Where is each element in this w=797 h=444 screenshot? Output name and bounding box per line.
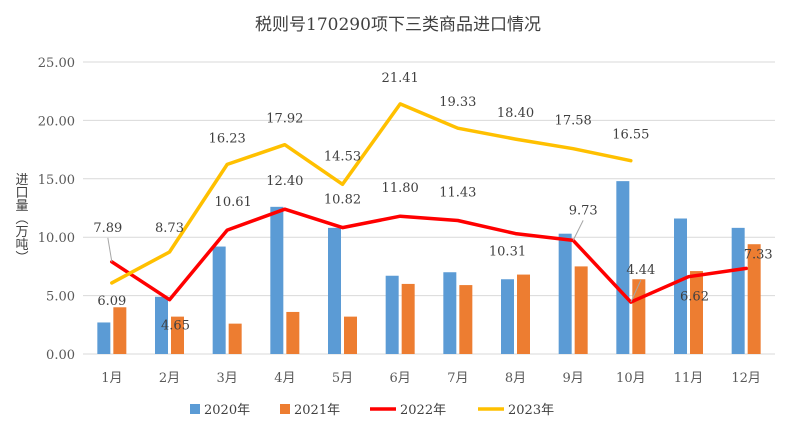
- data-label: 6.09: [97, 294, 126, 309]
- x-tick-label: 2月: [159, 371, 180, 386]
- data-label: 17.58: [555, 114, 592, 129]
- y-axis-label: 进口量（万吨）: [13, 173, 29, 264]
- x-tick-label: 10月: [616, 371, 646, 386]
- legend-label: 2020年: [204, 403, 250, 418]
- bar-2021年-2月: [171, 316, 184, 354]
- data-label: 19.33: [439, 95, 476, 110]
- bar-2021年-12月: [747, 244, 761, 354]
- bar-2021年-3月: [228, 323, 242, 354]
- bar-2020年-2月: [155, 296, 168, 354]
- legend-swatch-2021年: [280, 404, 290, 414]
- bar-2021年-10月: [632, 279, 646, 354]
- legend-label: 2022年: [400, 403, 446, 418]
- grid-layer: [83, 61, 775, 355]
- bar-2020年-5月: [328, 227, 341, 354]
- bar-2020年-10月: [616, 181, 630, 354]
- data-label: 10.31: [489, 245, 526, 260]
- bars: [97, 181, 761, 354]
- leader-line: [630, 279, 642, 303]
- bar-2020年-3月: [212, 246, 226, 354]
- data-label: 18.40: [497, 106, 534, 121]
- bar-2021年-6月: [401, 283, 415, 354]
- y-tick-label: 20.00: [38, 114, 75, 129]
- data-label: 4.65: [161, 319, 190, 334]
- bar-2020年-9月: [558, 233, 572, 354]
- y-tick-label: 10.00: [38, 231, 75, 246]
- chart-title: 税则号170290项下三类商品进口情况: [255, 15, 541, 35]
- bar-2021年-8月: [517, 274, 530, 354]
- bar-2020年-11月: [674, 218, 687, 354]
- data-label: 8.73: [155, 221, 184, 236]
- bar-2020年-1月: [97, 322, 111, 354]
- legend-label: 2023年: [508, 403, 554, 418]
- x-tick-label: 6月: [390, 371, 411, 386]
- bar-2020年-4月: [270, 206, 284, 354]
- bar-2020年-8月: [501, 279, 514, 354]
- data-label: 9.73: [569, 203, 598, 218]
- x-tick-label: 7月: [447, 371, 468, 386]
- bar-2021年-5月: [344, 316, 357, 354]
- x-tick-label: 9月: [563, 371, 584, 386]
- data-label: 21.41: [382, 71, 419, 86]
- y-tick-label: 15.00: [38, 173, 75, 188]
- bar-2021年-11月: [690, 271, 703, 354]
- data-label: 10.82: [324, 193, 361, 208]
- line-series-2022年: [110, 207, 748, 304]
- line-series-2023年: [110, 102, 633, 285]
- data-label: 16.23: [209, 131, 246, 146]
- leader-line: [107, 237, 113, 262]
- data-label: 4.44: [626, 263, 655, 278]
- bar-2020年-6月: [385, 275, 399, 354]
- data-label: 16.55: [612, 128, 649, 143]
- x-tick-label: 1月: [101, 371, 122, 386]
- x-tick-label: 11月: [674, 371, 704, 386]
- legend-label: 2021年: [294, 403, 340, 418]
- bar-2020年-12月: [731, 227, 745, 354]
- bar-2021年-9月: [574, 266, 588, 354]
- data-label: 17.92: [266, 112, 303, 127]
- data-label: 11.80: [382, 181, 419, 196]
- data-labels: 7.89 4.65 10.61 12.40 10.82 11.80 11.43 10.31 9.…: [93, 71, 772, 334]
- y-tick-label: 25.00: [38, 56, 75, 71]
- leader-line: [572, 220, 584, 241]
- bar-2021年-4月: [286, 311, 300, 354]
- data-label: 11.43: [439, 185, 476, 200]
- x-tick-label: 5月: [332, 371, 353, 386]
- data-label: 7.33: [744, 247, 773, 262]
- lines: [110, 102, 748, 304]
- legend-swatch-2020年: [190, 404, 200, 414]
- data-label: 12.40: [266, 174, 303, 189]
- y-tick-label: 5.00: [46, 290, 75, 305]
- data-label: 7.89: [93, 221, 122, 236]
- x-tick-label: 3月: [217, 371, 238, 386]
- x-tick-labels: 1月 2月 3月 4月 5月 6月 7月 8月 9月 10月 11月 12月: [101, 371, 761, 386]
- x-tick-label: 12月: [731, 371, 761, 386]
- x-tick-label: 8月: [505, 371, 526, 386]
- y-tick-labels: 0.00 5.00 10.00 15.00 20.00 25.00: [38, 56, 75, 363]
- bar-2021年-1月: [113, 307, 127, 354]
- x-tick-label: 4月: [274, 371, 295, 386]
- legend: 2020年 2021年 2022年 2023年: [190, 403, 554, 418]
- data-label: 10.61: [215, 195, 252, 210]
- data-label: 14.53: [324, 149, 361, 164]
- bar-2021年-7月: [459, 285, 473, 354]
- y-tick-label: 0.00: [46, 348, 75, 363]
- bar-2020年-7月: [443, 272, 457, 354]
- data-label: 6.62: [680, 290, 709, 305]
